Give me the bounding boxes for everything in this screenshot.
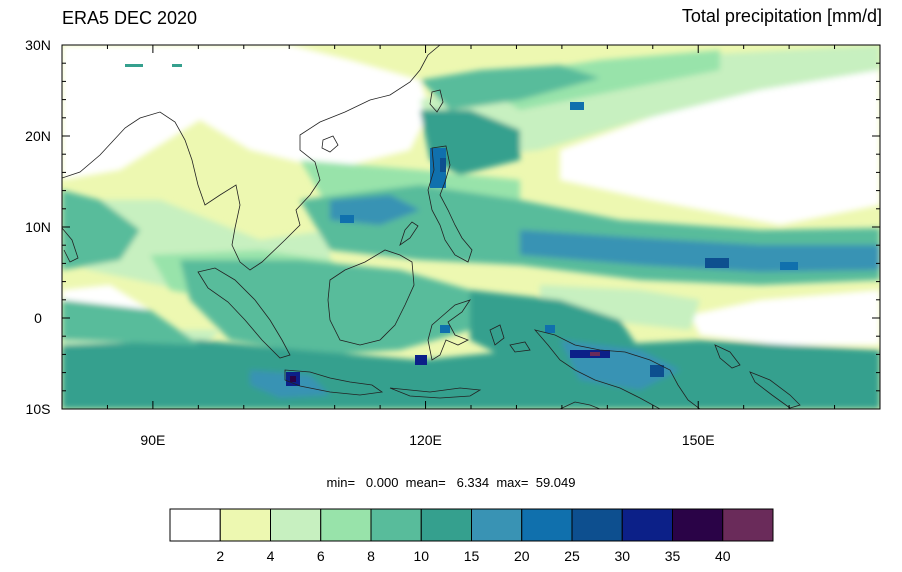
colorbar-swatch <box>672 508 724 542</box>
colorbar-swatch <box>420 508 472 542</box>
colorbar-label: 10 <box>413 548 429 564</box>
lon-tick-label: 120E <box>409 432 442 448</box>
colorbar-label: 8 <box>367 548 375 564</box>
colorbar-swatch <box>219 508 271 542</box>
colorbar-label: 40 <box>715 548 731 564</box>
colorbar-label: 2 <box>216 548 224 564</box>
coastlines <box>62 45 801 409</box>
lon-tick-label: 150E <box>682 432 715 448</box>
map-title-left: ERA5 DEC 2020 <box>62 8 198 28</box>
colorbar-label: 6 <box>317 548 325 564</box>
colorbar-label: 30 <box>614 548 630 564</box>
colorbar-swatch <box>370 508 422 542</box>
colorbar-swatch <box>571 508 623 542</box>
lat-tick-label: 10N <box>25 219 51 235</box>
statistics-line: min= 0.000 mean= 6.334 max= 59.049 <box>326 475 576 490</box>
colorbar-swatch <box>270 508 322 542</box>
lat-tick-label: 0 <box>34 310 42 326</box>
lat-tick-label: 10S <box>26 401 51 417</box>
colorbar: 2 4 6 8 10 15 20 25 30 35 40 <box>169 508 774 564</box>
colorbar-label: 25 <box>564 548 580 564</box>
colorbar-swatch <box>722 508 774 542</box>
colorbar-swatch <box>621 508 673 542</box>
lon-tick-label: 90E <box>140 432 165 448</box>
precipitation-field <box>62 45 880 409</box>
colorbar-swatch <box>521 508 573 542</box>
lat-tick-label: 20N <box>25 128 51 144</box>
colorbar-swatch <box>471 508 523 542</box>
colorbar-label: 4 <box>267 548 275 564</box>
colorbar-swatch <box>169 508 221 542</box>
map-ticks: 30N 20N 10N 0 10S 90E 120E 150E <box>25 37 881 448</box>
colorbar-label: 15 <box>464 548 480 564</box>
colorbar-label: 35 <box>665 548 681 564</box>
colorbar-label: 20 <box>514 548 530 564</box>
lat-tick-label: 30N <box>25 37 51 53</box>
colorbar-swatch <box>320 508 372 542</box>
map-title-right: Total precipitation [mm/d] <box>681 6 882 26</box>
